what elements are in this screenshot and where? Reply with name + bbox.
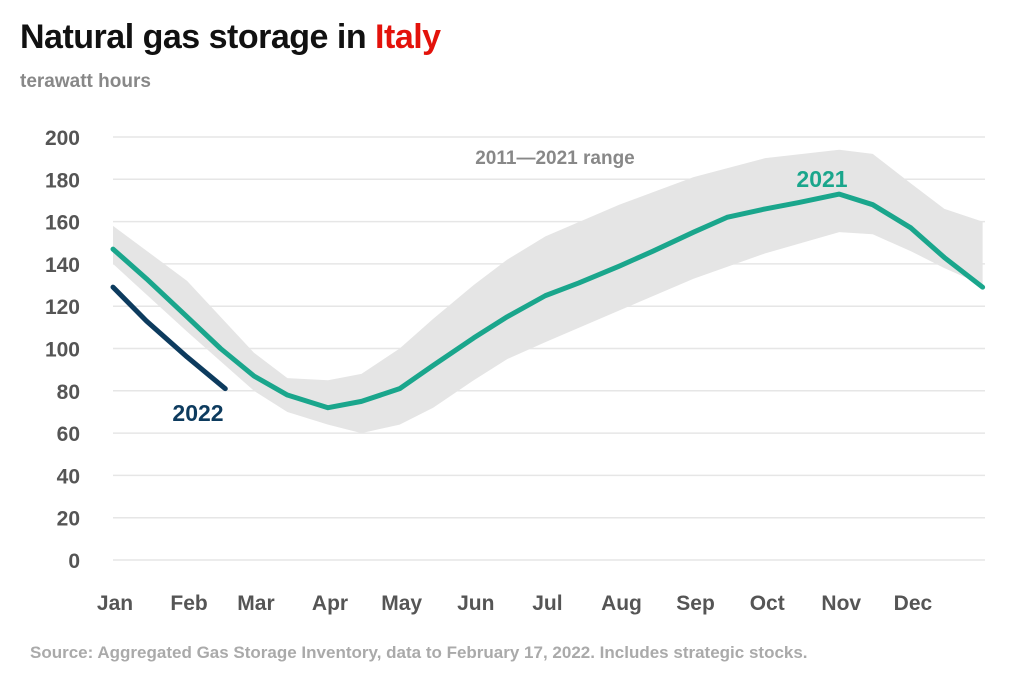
series-label-2022: 2022 (172, 400, 223, 426)
x-tick-label: Jan (97, 592, 133, 615)
y-tick-label: 60 (57, 423, 80, 446)
x-tick-label: Jun (457, 592, 494, 615)
x-tick-label: Mar (237, 592, 274, 615)
x-tick-label: Nov (821, 592, 861, 615)
series-line-2022 (110, 284, 228, 392)
y-tick-label: 40 (57, 465, 80, 488)
series-label-2021: 2021 (796, 166, 847, 192)
x-tick-label: Sep (676, 592, 715, 615)
series-line-2021 (110, 191, 986, 411)
chart-title: Natural gas storage in Italy (20, 18, 441, 57)
x-tick-label: May (381, 592, 422, 615)
x-tick-label: Aug (601, 592, 642, 615)
y-tick-label: 20 (57, 508, 80, 531)
y-tick-label: 100 (45, 339, 80, 362)
y-tick-label: 0 (68, 550, 80, 573)
x-tick-label: Jul (532, 592, 562, 615)
x-tick-label: Dec (894, 592, 933, 615)
source-note: Source: Aggregated Gas Storage Inventory… (30, 643, 808, 662)
x-tick-label: Feb (170, 592, 207, 615)
range-label: 2011—2021 range (475, 148, 635, 169)
y-tick-label: 160 (45, 212, 80, 235)
chart-subtitle: terawatt hours (20, 71, 151, 92)
y-tick-label: 200 (45, 127, 80, 150)
x-tick-label: Oct (750, 592, 785, 615)
title-highlight: Italy (375, 18, 441, 56)
y-tick-label: 80 (57, 381, 80, 404)
y-tick-label: 180 (45, 169, 80, 192)
title-text: Natural gas storage in (20, 18, 376, 56)
y-tick-label: 140 (45, 254, 80, 277)
y-tick-label: 120 (45, 296, 80, 319)
x-tick-label: Apr (312, 592, 348, 615)
range-band (113, 149, 983, 434)
